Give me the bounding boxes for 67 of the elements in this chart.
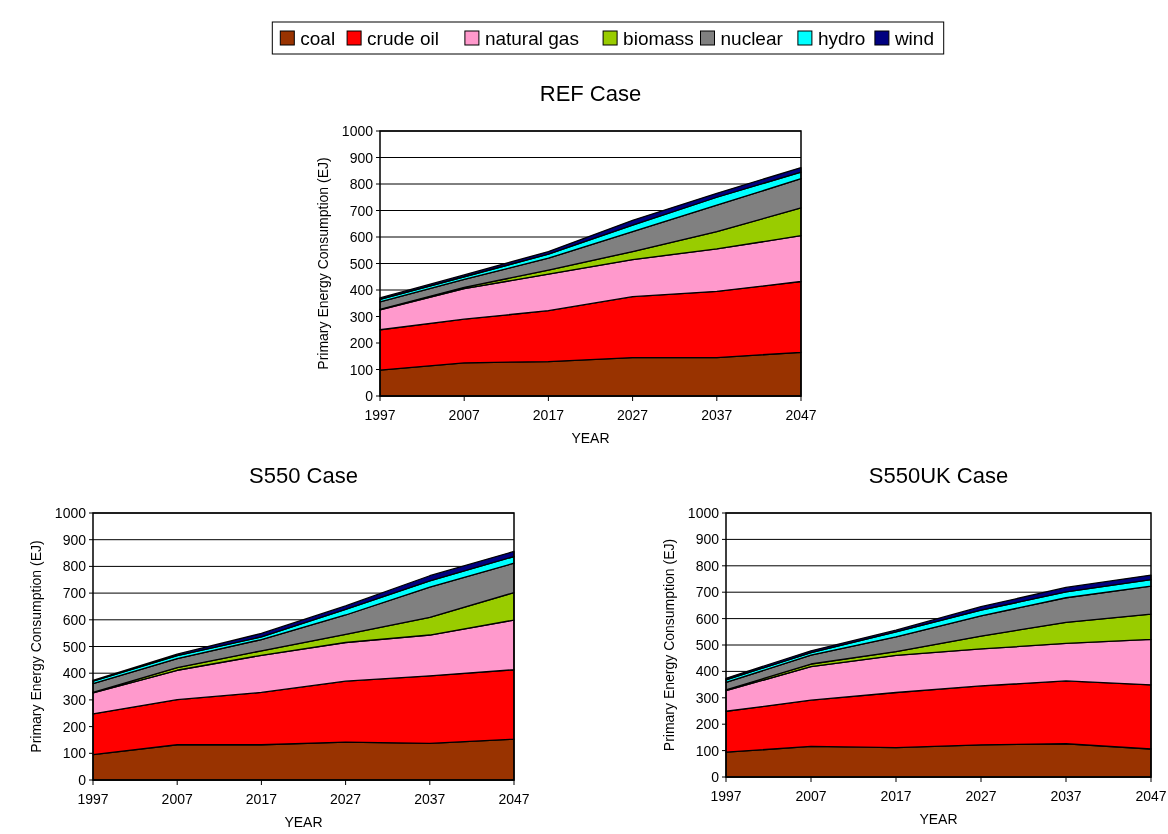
x-tick-label: 2037 <box>1050 788 1082 804</box>
legend-label: biomass <box>623 28 694 49</box>
legend-label: nuclear <box>720 28 784 49</box>
y-tick-label: 0 <box>78 772 87 788</box>
y-tick-label: 500 <box>349 255 374 272</box>
x-tick-label: 2017 <box>880 788 912 804</box>
x-tick-label: 2037 <box>414 791 446 807</box>
legend-label: crude oil <box>367 28 439 49</box>
x-tick-label: 2007 <box>448 407 480 423</box>
legend-label: wind <box>893 28 934 49</box>
y-tick-label: 700 <box>62 585 87 602</box>
y-tick-label: 900 <box>349 149 374 166</box>
x-axis-title: YEAR <box>919 811 958 827</box>
x-tick-label: 2047 <box>498 791 530 807</box>
legend-label: coal <box>300 28 336 49</box>
x-tick-label: 2027 <box>965 788 997 804</box>
y-tick-label: 1000 <box>341 123 374 139</box>
x-tick-label: 2027 <box>617 407 649 423</box>
y-tick-label: 0 <box>711 769 720 785</box>
x-tick-label: 1997 <box>364 407 396 423</box>
y-tick-label: 500 <box>62 638 87 655</box>
chart-title: S550 Case <box>249 463 358 488</box>
x-tick-label: 2017 <box>532 407 565 423</box>
y-tick-label: 400 <box>695 663 720 680</box>
y-axis-title: Primary Energy Consumption (EJ) <box>28 540 44 753</box>
x-tick-label: 2047 <box>1135 788 1167 804</box>
x-tick-label: 2037 <box>701 407 733 423</box>
y-tick-label: 200 <box>695 716 720 733</box>
y-tick-label: 800 <box>695 557 720 574</box>
x-tick-label: 2007 <box>161 791 193 807</box>
x-tick-label: 2047 <box>785 407 817 423</box>
y-tick-label: 600 <box>349 229 374 245</box>
y-tick-label: 800 <box>349 176 374 192</box>
x-tick-label: 2027 <box>330 791 362 807</box>
y-tick-label: 500 <box>695 637 720 653</box>
y-tick-label: 700 <box>695 584 720 601</box>
legend-label: natural gas <box>484 28 579 49</box>
legend-label: hydro <box>817 28 866 49</box>
y-tick-label: 1000 <box>54 505 87 521</box>
y-tick-label: 300 <box>349 308 374 325</box>
y-tick-label: 100 <box>62 745 87 762</box>
y-tick-label: 100 <box>349 361 374 378</box>
x-tick-label: 2017 <box>245 791 278 807</box>
y-tick-label: 400 <box>349 282 374 298</box>
y-tick-label: 300 <box>695 689 720 706</box>
y-tick-label: 0 <box>365 388 374 404</box>
y-tick-label: 900 <box>62 531 87 548</box>
y-tick-label: 100 <box>695 742 720 759</box>
y-tick-label: 1000 <box>687 505 720 521</box>
y-tick-label: 800 <box>62 558 87 575</box>
x-axis-title: YEAR <box>284 814 323 830</box>
y-tick-label: 600 <box>62 611 87 628</box>
y-tick-label: 600 <box>695 610 720 627</box>
y-tick-label: 300 <box>62 691 87 708</box>
chart-title: S550UK Case <box>868 463 1009 488</box>
y-tick-label: 200 <box>62 718 87 735</box>
x-tick-label: 1997 <box>710 788 742 804</box>
x-axis-title: YEAR <box>571 430 610 446</box>
y-tick-label: 200 <box>349 335 374 351</box>
x-tick-label: 2007 <box>795 788 827 804</box>
chart-title: REF Case <box>539 81 642 106</box>
y-axis-title: Primary Energy Consumption (EJ) <box>315 157 331 370</box>
x-tick-label: 1997 <box>77 791 109 807</box>
y-axis-title: Primary Energy Consumption (EJ) <box>661 538 677 752</box>
y-tick-label: 900 <box>695 531 720 548</box>
y-tick-label: 700 <box>349 202 374 219</box>
y-tick-label: 400 <box>62 665 87 682</box>
